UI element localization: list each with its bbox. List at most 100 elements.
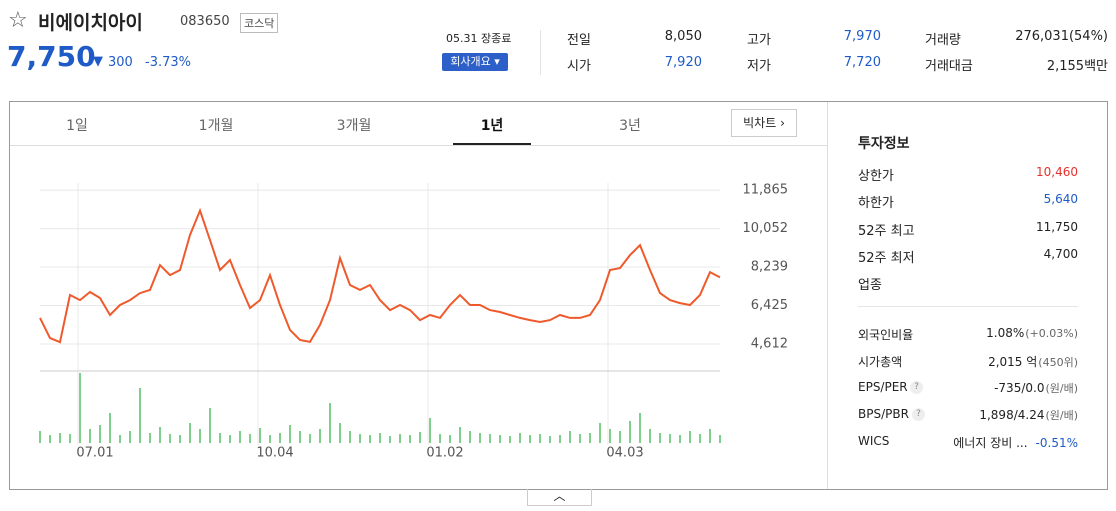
stock-code: 083650 bbox=[180, 14, 230, 29]
volume-bar bbox=[389, 436, 391, 443]
volume-bar bbox=[479, 433, 481, 443]
market-badge: 코스닥 bbox=[240, 13, 279, 33]
volume-bar bbox=[379, 433, 381, 443]
volume-bar bbox=[139, 388, 141, 443]
x-tick-label: 01.02 bbox=[426, 446, 463, 461]
volume-bar bbox=[589, 433, 591, 443]
invest-title: 투자정보 bbox=[858, 136, 910, 152]
volume-bar bbox=[39, 431, 41, 443]
summary-label: 전일 bbox=[567, 33, 591, 48]
summary-value: 7,720 bbox=[843, 55, 881, 70]
volume-bar bbox=[319, 429, 321, 443]
volume-bar bbox=[549, 436, 551, 443]
invest-label: 52주 최저 bbox=[858, 251, 915, 266]
volume-bar bbox=[659, 433, 661, 443]
invest-value: 4,700 bbox=[1043, 247, 1078, 261]
stock-name: 비에이치아이 bbox=[38, 12, 143, 34]
volume-bar bbox=[359, 434, 361, 443]
invest-value-row: 에너지 장비 ... -0.51% bbox=[953, 434, 1078, 451]
summary-value: 7,920 bbox=[664, 55, 702, 70]
invest-value-row: 2,015 억(450위) bbox=[988, 353, 1078, 370]
help-icon[interactable]: ? bbox=[912, 408, 925, 421]
volume-bar bbox=[539, 434, 541, 443]
invest-label: 시가총액 bbox=[858, 355, 903, 369]
chart-box bbox=[9, 101, 1108, 490]
period-tab[interactable]: 3개월 bbox=[336, 118, 372, 134]
volume-bar bbox=[429, 418, 431, 443]
price-change: 300 bbox=[108, 55, 133, 70]
invest-value-row: -735/0.0(원/배) bbox=[994, 380, 1078, 396]
summary-value: 8,050 bbox=[664, 29, 702, 44]
volume-bar bbox=[719, 435, 721, 443]
volume-bar bbox=[559, 435, 561, 443]
volume-bar bbox=[529, 435, 531, 443]
volume-bar bbox=[689, 431, 691, 443]
tab-divider bbox=[10, 145, 827, 146]
volume-bar bbox=[89, 429, 91, 443]
big-chart-button[interactable]: 빅차트 › bbox=[731, 109, 797, 137]
company-button[interactable]: 회사개요 ▾ bbox=[442, 53, 508, 71]
invest-sub: (+0.03%) bbox=[1025, 327, 1078, 340]
change-arrow: ▼ bbox=[93, 54, 103, 69]
volume-bar bbox=[669, 434, 671, 443]
volume-bar bbox=[579, 434, 581, 443]
invest-label: 상한가 bbox=[858, 169, 894, 184]
invest-value: 2,015 억 bbox=[988, 355, 1038, 369]
summary-value: 2,155백만 bbox=[1046, 59, 1108, 74]
invest-value: 에너지 장비 ... bbox=[953, 436, 1028, 450]
volume-bar bbox=[349, 431, 351, 443]
favorite-star[interactable]: ☆ bbox=[8, 8, 28, 33]
volume-bar bbox=[69, 434, 71, 443]
sector-label: 업종 bbox=[858, 278, 882, 293]
volume-bar bbox=[299, 431, 301, 443]
volume-bar bbox=[159, 427, 161, 443]
volume-bar bbox=[569, 431, 571, 443]
volume-bar bbox=[49, 435, 51, 443]
summary-label: 시가 bbox=[567, 59, 591, 74]
volume-bar bbox=[259, 428, 261, 443]
panel-rule bbox=[858, 306, 1078, 307]
volume-bar bbox=[279, 433, 281, 443]
volume-bar bbox=[179, 435, 181, 443]
invest-value: 10,460 bbox=[1036, 165, 1078, 179]
invest-value: 1,898/4.24 bbox=[979, 408, 1045, 422]
volume-bar bbox=[199, 429, 201, 443]
price-line bbox=[39, 207, 721, 344]
volume-bar bbox=[599, 423, 601, 443]
volume-bar bbox=[369, 435, 371, 443]
period-tab[interactable]: 3년 bbox=[619, 118, 641, 134]
volume-bar bbox=[449, 435, 451, 443]
volume-bar bbox=[399, 434, 401, 443]
invest-label: BPS/PBR bbox=[858, 407, 909, 421]
summary-label: 고가 bbox=[747, 33, 771, 48]
invest-value: 5,640 bbox=[1043, 192, 1078, 206]
volume-bar bbox=[309, 434, 311, 443]
x-tick-label: 04.03 bbox=[606, 446, 643, 461]
collapse-toggle[interactable]: ︿ bbox=[527, 489, 592, 506]
invest-sub: -0.51% bbox=[1035, 436, 1078, 450]
period-tab[interactable]: 1개월 bbox=[198, 118, 234, 134]
volume-bar bbox=[79, 373, 81, 443]
summary-label: 거래량 bbox=[925, 33, 961, 48]
volume-bar bbox=[519, 433, 521, 443]
volume-bar bbox=[129, 431, 131, 443]
volume-bar bbox=[609, 429, 611, 443]
volume-bar bbox=[699, 434, 701, 443]
period-tab[interactable]: 1일 bbox=[66, 118, 88, 134]
current-price: 7,750 bbox=[7, 40, 96, 73]
invest-value-row: 1.08%(+0.03%) bbox=[986, 326, 1078, 340]
volume-bar bbox=[169, 434, 171, 443]
volume-bar bbox=[459, 427, 461, 443]
volume-bar bbox=[119, 435, 121, 443]
invest-label: 하한가 bbox=[858, 196, 894, 211]
help-icon[interactable]: ? bbox=[910, 381, 923, 394]
volume-bar bbox=[239, 431, 241, 443]
invest-value: 1.08% bbox=[986, 326, 1025, 340]
volume-bar bbox=[489, 434, 491, 443]
volume-bar bbox=[99, 425, 101, 443]
volume-bar bbox=[679, 435, 681, 443]
invest-value: -735/0.0 bbox=[994, 381, 1045, 395]
invest-value-row: 1,898/4.24(원/배) bbox=[979, 407, 1078, 423]
period-tab[interactable]: 1년 bbox=[480, 118, 504, 134]
